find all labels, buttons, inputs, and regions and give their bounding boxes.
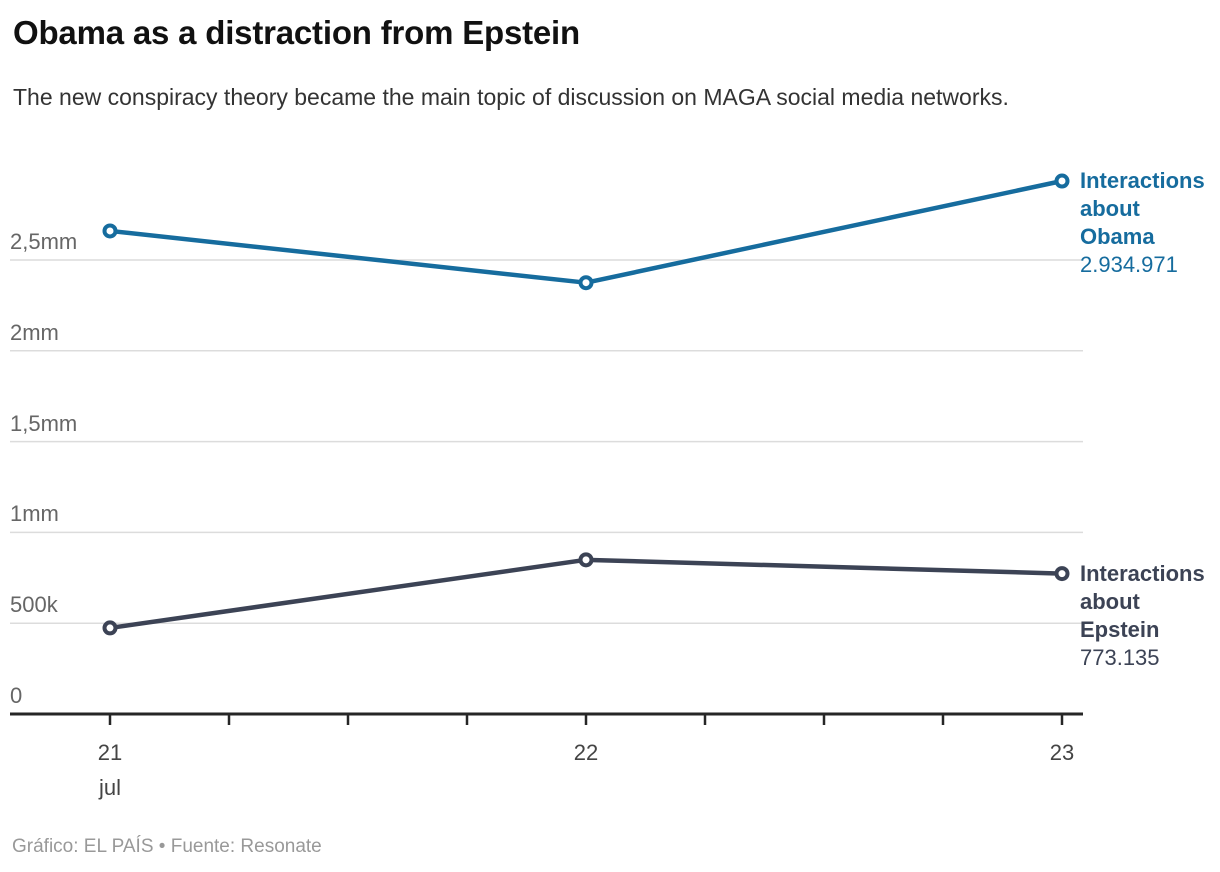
y-axis-label: 500k xyxy=(10,592,58,618)
data-point-marker xyxy=(1054,173,1070,189)
series-name: Interactions about Epstein xyxy=(1080,560,1220,644)
x-axis-label: 23 xyxy=(1049,740,1075,765)
x-axis-label: 21 xyxy=(97,740,123,765)
y-axis-label: 1mm xyxy=(10,501,59,527)
series-name-line: about xyxy=(1080,196,1140,221)
y-axis-label: 2mm xyxy=(10,319,59,345)
y-axis-label: 1,5mm xyxy=(10,410,78,436)
x-axis-month-label: jul xyxy=(98,775,121,800)
series-name-line: Obama xyxy=(1080,224,1155,249)
series-name-line: about xyxy=(1080,588,1140,614)
data-point-marker xyxy=(102,620,118,636)
series-label-interactions-about-epstein: Interactions about Epstein 773.135 xyxy=(1080,560,1220,672)
data-point-marker xyxy=(578,275,594,291)
series-name-line: Epstein xyxy=(1080,616,1160,642)
y-axis-label: 0 xyxy=(10,683,23,708)
data-point-marker xyxy=(578,552,594,568)
series-line xyxy=(107,557,1065,631)
series-label-interactions-about-obama: Interactions about Obama 2.934.971 xyxy=(1080,167,1220,279)
credit-line: Gráfico: EL PAÍS • Fuente: Resonate xyxy=(12,836,322,857)
chart-subtitle: The new conspiracy theory became the mai… xyxy=(13,84,1009,110)
series-value: 773.135 xyxy=(1080,644,1160,670)
y-axis-label: 2,5mm xyxy=(10,229,78,254)
x-axis-label: 22 xyxy=(573,740,599,765)
series-name-line: Interactions xyxy=(1080,560,1205,586)
series-name: Interactions about Obama xyxy=(1080,167,1220,251)
series-value: 2.934.971 xyxy=(1080,252,1178,277)
chart-title: Obama as a distraction from Epstein xyxy=(13,14,580,51)
series-line xyxy=(107,178,1065,285)
data-point-marker xyxy=(102,223,118,239)
series-name-line: Interactions xyxy=(1080,168,1205,193)
data-point-marker xyxy=(1054,566,1070,582)
